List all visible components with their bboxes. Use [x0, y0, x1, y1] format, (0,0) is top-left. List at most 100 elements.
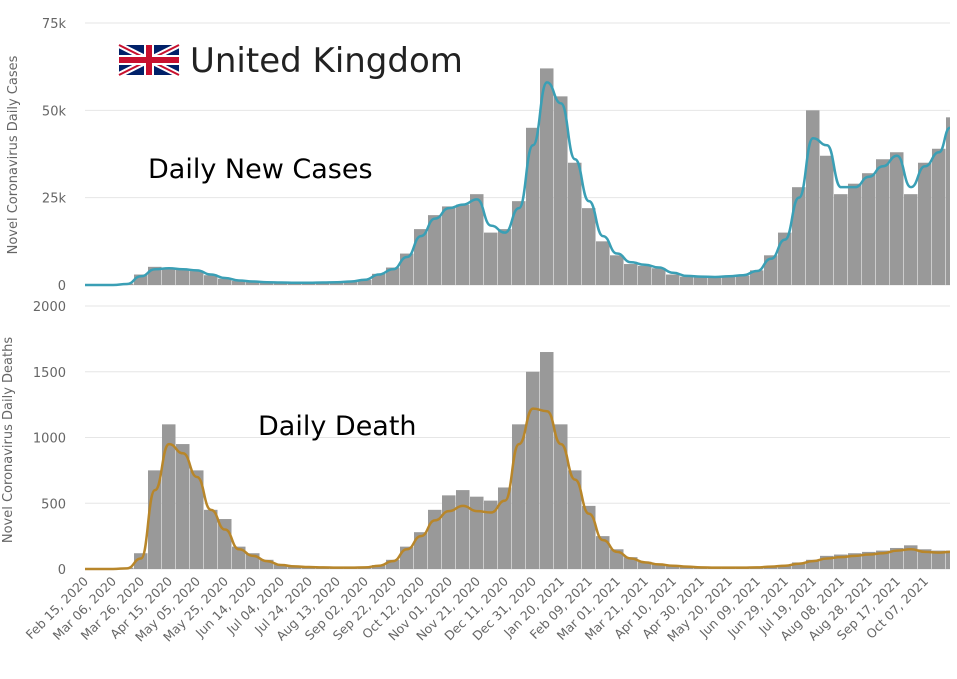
country-title: United Kingdom — [190, 41, 463, 81]
cases-bar — [778, 232, 792, 285]
deaths-bar — [526, 371, 540, 569]
cases-bar — [750, 270, 764, 285]
deaths-y-axis-title: Novel Coronavirus Daily Deaths — [1, 337, 16, 543]
cases-bar — [932, 148, 946, 285]
deaths-bar — [176, 444, 190, 569]
cases-bar — [316, 282, 330, 285]
deaths-bar — [274, 564, 288, 569]
deaths-bar — [428, 509, 442, 569]
cases-bar — [134, 274, 148, 285]
cases-bar — [274, 282, 288, 285]
deaths-y-tick-label: 1500 — [33, 366, 66, 381]
cases-y-tick-label: 75k — [42, 17, 67, 32]
cases-bar — [806, 110, 820, 285]
deaths-bar — [540, 352, 554, 569]
deaths-bar — [512, 424, 526, 569]
deaths-y-tick-label: 500 — [41, 497, 66, 512]
cases-bar — [442, 206, 456, 285]
deaths-bar — [232, 546, 246, 569]
deaths-bar — [946, 550, 950, 569]
cases-bar — [414, 229, 428, 285]
deaths-y-tick-label: 2000 — [33, 300, 66, 315]
deaths-bar — [876, 550, 890, 569]
deaths-bar — [890, 547, 904, 569]
deaths-y-ticks: 0 500 1000 1500 2000 — [33, 300, 66, 578]
deaths-bar — [134, 553, 148, 569]
deaths-annotation: Daily Death — [258, 411, 417, 442]
cases-bar — [554, 96, 568, 285]
deaths-y-tick-label: 0 — [58, 563, 66, 578]
deaths-bar — [372, 565, 386, 569]
deaths-bar — [470, 496, 484, 569]
cases-y-tick-label: 50k — [42, 104, 67, 119]
cases-bars — [120, 68, 950, 285]
cases-annotation: Daily New Cases — [148, 154, 373, 185]
cases-bar — [162, 267, 176, 285]
cases-bar — [358, 279, 372, 285]
cases-bar — [890, 152, 904, 285]
cases-bar — [526, 127, 540, 285]
deaths-bar — [190, 470, 204, 569]
cases-y-axis-title: Novel Coronavirus Daily Cases — [6, 55, 21, 254]
deaths-bar — [792, 562, 806, 569]
deaths-bar — [414, 532, 428, 569]
deaths-7day-line — [85, 407, 951, 571]
deaths-bar — [582, 505, 596, 569]
cases-bar — [456, 204, 470, 285]
cases-y-tick-label: 25k — [42, 192, 67, 207]
deaths-y-tick-label: 1000 — [33, 432, 66, 447]
cases-bar — [568, 162, 582, 285]
cases-bar — [666, 274, 680, 285]
deaths-bar — [624, 557, 638, 569]
cases-bar — [848, 183, 862, 285]
cases-bar — [610, 255, 624, 285]
cases-bar — [428, 215, 442, 285]
cases-bar — [862, 173, 876, 285]
cases-bar — [204, 275, 218, 285]
deaths-bar — [484, 500, 498, 569]
cases-y-tick-label: 0 — [58, 279, 66, 294]
deaths-bar — [610, 549, 624, 569]
cases-y-ticks: 0 25k 50k 75k — [42, 17, 67, 294]
cases-bar — [512, 201, 526, 285]
deaths-bars — [120, 352, 950, 569]
deaths-bar — [554, 424, 568, 569]
cases-bar — [470, 194, 484, 285]
cases-bar — [400, 253, 414, 285]
cases-bar — [680, 276, 694, 285]
deaths-bar — [498, 487, 512, 569]
cases-bar — [498, 229, 512, 285]
cases-bar — [330, 282, 344, 285]
deaths-bar — [386, 559, 400, 569]
cases-bar — [246, 281, 260, 285]
cases-bar — [232, 280, 246, 285]
deaths-bar — [442, 495, 456, 569]
cases-bar — [820, 155, 834, 285]
deaths-bar — [638, 561, 652, 569]
deaths-bar — [862, 551, 876, 569]
cases-bar — [764, 255, 778, 285]
cases-bar — [218, 278, 232, 285]
cases-bar — [876, 159, 890, 285]
deaths-bar — [162, 424, 176, 569]
deaths-bar — [456, 490, 470, 569]
deaths-bar — [666, 565, 680, 569]
deaths-bar — [904, 545, 918, 569]
deaths-bar — [596, 536, 610, 569]
deaths-bar — [288, 566, 302, 569]
cases-bar — [344, 281, 358, 285]
cases-bar — [484, 232, 498, 285]
cases-bar — [624, 264, 638, 285]
cases-bar — [596, 241, 610, 285]
deaths-bar — [652, 564, 666, 569]
cases-bar — [904, 194, 918, 285]
cases-bar — [736, 275, 750, 285]
cases-bar — [694, 277, 708, 285]
cases-bar — [540, 68, 554, 285]
cases-bar — [176, 268, 190, 285]
cases-bar — [582, 208, 596, 285]
cases-bar — [638, 265, 652, 285]
cases-bar — [386, 267, 400, 285]
